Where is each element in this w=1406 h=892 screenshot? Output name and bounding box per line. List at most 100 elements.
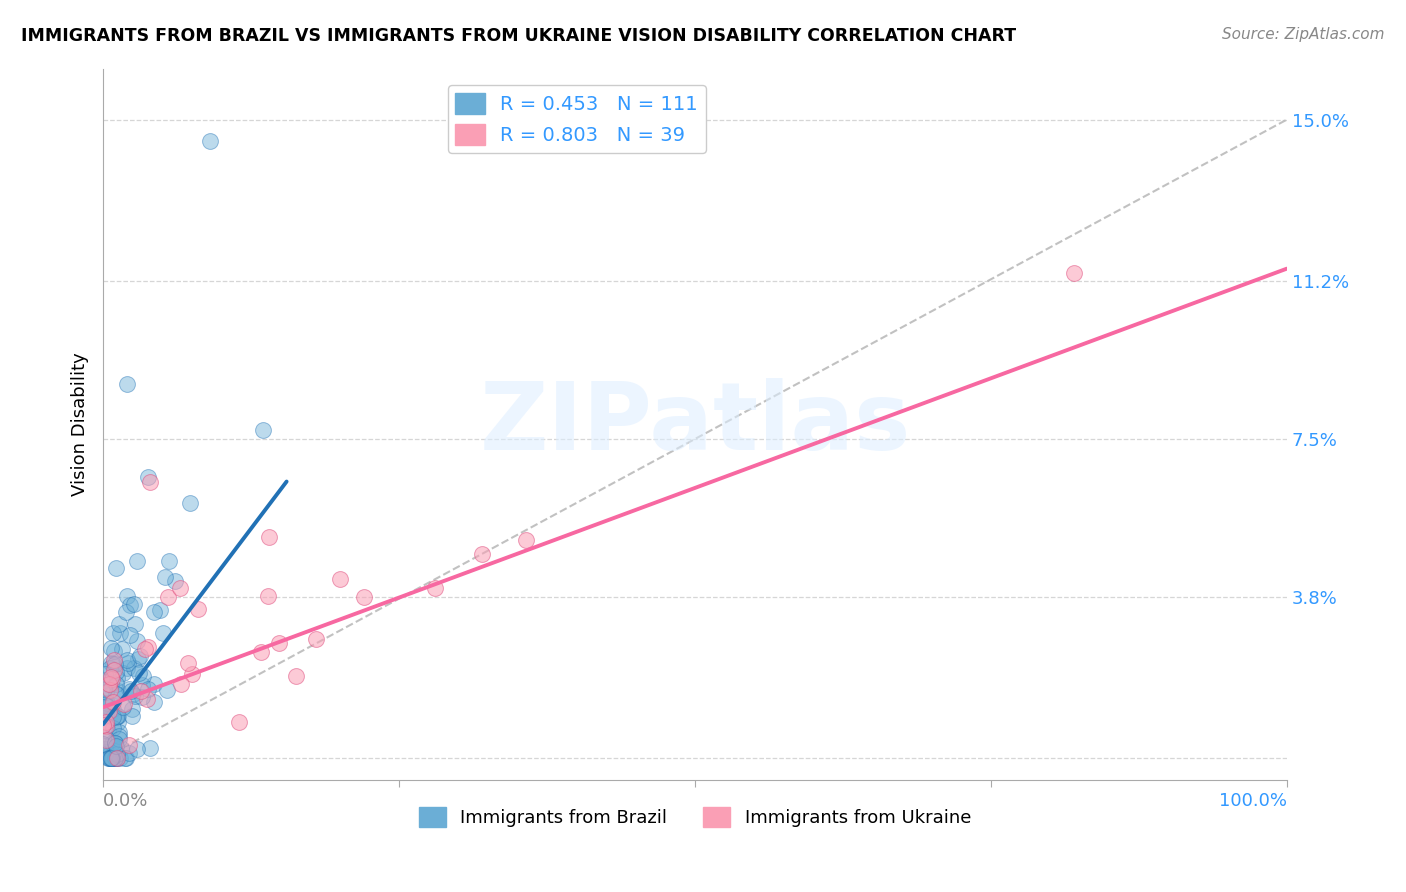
- Point: [97, 751, 120, 765]
- Point: [143, 676, 166, 690]
- Point: [136, 682, 159, 697]
- Point: [159, 554, 181, 568]
- Point: [103, 702, 125, 716]
- Point: [101, 736, 124, 750]
- Point: [284, 669, 307, 683]
- Point: [101, 751, 124, 765]
- Point: [228, 714, 250, 729]
- Text: ZIPatlas: ZIPatlas: [479, 378, 911, 470]
- Text: IMMIGRANTS FROM BRAZIL VS IMMIGRANTS FROM UKRAINE VISION DISABILITY CORRELATION : IMMIGRANTS FROM BRAZIL VS IMMIGRANTS FRO…: [21, 27, 1017, 45]
- Point: [127, 554, 149, 568]
- Point: [114, 751, 136, 765]
- Point: [170, 677, 193, 691]
- Point: [118, 682, 141, 697]
- Point: [93, 739, 115, 753]
- Point: [121, 701, 143, 715]
- Point: [93, 709, 115, 723]
- Point: [125, 741, 148, 756]
- Point: [181, 666, 204, 681]
- Point: [471, 547, 494, 561]
- Point: [128, 649, 150, 664]
- Point: [93, 681, 115, 696]
- Point: [257, 530, 280, 544]
- Point: [104, 751, 127, 765]
- Point: [101, 721, 124, 735]
- Point: [104, 751, 127, 765]
- Point: [120, 684, 142, 698]
- Point: [105, 561, 128, 575]
- Point: [252, 424, 274, 438]
- Point: [107, 715, 129, 730]
- Point: [98, 661, 121, 675]
- Point: [105, 747, 128, 761]
- Point: [100, 640, 122, 655]
- Point: [107, 751, 129, 765]
- Point: [97, 677, 120, 691]
- Text: Source: ZipAtlas.com: Source: ZipAtlas.com: [1222, 27, 1385, 42]
- Point: [108, 625, 131, 640]
- Point: [111, 700, 134, 714]
- Point: [134, 642, 156, 657]
- Point: [153, 569, 176, 583]
- Point: [100, 670, 122, 684]
- Legend: Immigrants from Brazil, Immigrants from Ukraine: Immigrants from Brazil, Immigrants from …: [412, 800, 979, 835]
- Point: [128, 665, 150, 680]
- Point: [105, 751, 128, 765]
- Point: [96, 731, 118, 746]
- Point: [96, 745, 118, 759]
- Point: [104, 751, 127, 765]
- Point: [157, 590, 180, 604]
- Point: [198, 134, 221, 148]
- Point: [105, 665, 128, 680]
- Point: [131, 690, 153, 705]
- Point: [104, 710, 127, 724]
- Point: [121, 709, 143, 723]
- Point: [118, 628, 141, 642]
- Point: [124, 661, 146, 675]
- Point: [120, 598, 142, 612]
- Point: [105, 739, 128, 753]
- Point: [98, 751, 121, 765]
- Text: 0.0%: 0.0%: [103, 792, 149, 811]
- Point: [108, 729, 131, 743]
- Point: [100, 677, 122, 691]
- Point: [187, 602, 209, 616]
- Point: [103, 663, 125, 677]
- Point: [115, 589, 138, 603]
- Point: [250, 645, 273, 659]
- Point: [117, 746, 139, 760]
- Point: [267, 636, 290, 650]
- Point: [112, 697, 135, 711]
- Point: [152, 626, 174, 640]
- Point: [132, 669, 155, 683]
- Point: [139, 475, 162, 489]
- Point: [100, 751, 122, 765]
- Point: [108, 751, 131, 765]
- Point: [94, 733, 117, 747]
- Point: [305, 632, 328, 646]
- Point: [103, 751, 125, 765]
- Point: [105, 687, 128, 701]
- Point: [94, 719, 117, 733]
- Point: [96, 696, 118, 710]
- Point: [353, 590, 375, 604]
- Point: [177, 656, 200, 670]
- Point: [124, 617, 146, 632]
- Point: [115, 376, 138, 391]
- Point: [100, 672, 122, 686]
- Point: [131, 678, 153, 692]
- Point: [101, 626, 124, 640]
- Point: [103, 736, 125, 750]
- Point: [329, 573, 352, 587]
- Point: [103, 653, 125, 667]
- Point: [179, 496, 201, 510]
- Point: [94, 673, 117, 687]
- Point: [98, 751, 121, 765]
- Point: [96, 714, 118, 729]
- Point: [122, 597, 145, 611]
- Point: [97, 751, 120, 765]
- Text: 100.0%: 100.0%: [1219, 792, 1286, 811]
- Point: [104, 736, 127, 750]
- Point: [117, 657, 139, 671]
- Point: [97, 698, 120, 713]
